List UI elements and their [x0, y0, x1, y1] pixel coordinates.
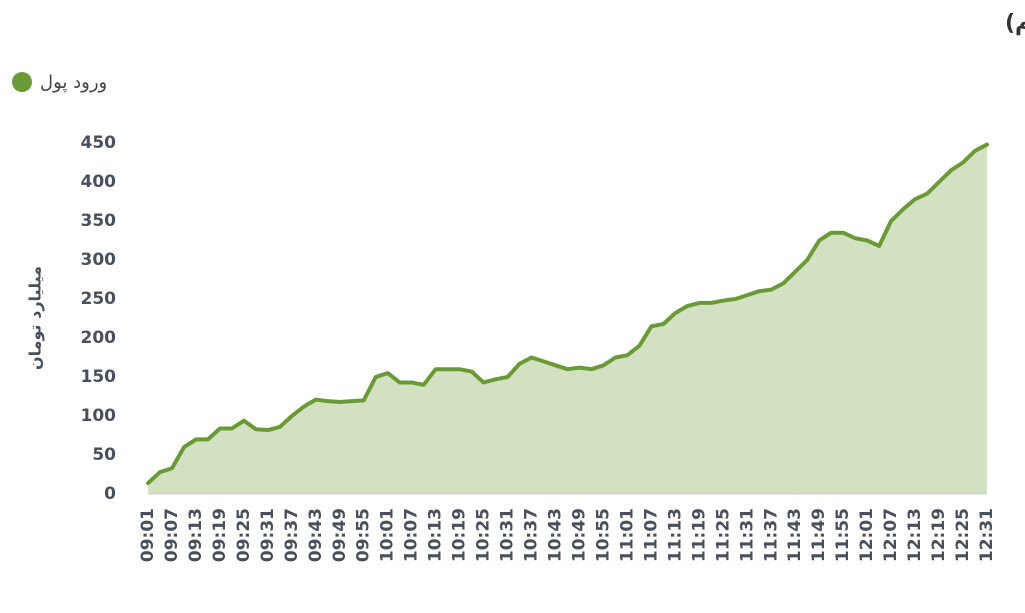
chart-title: روند تغییر مالکیت حقیقی (سهام و حق تقدم)	[1005, 11, 1025, 36]
x-tick-label: 10:37	[522, 508, 542, 562]
x-tick-label: 09:43	[306, 508, 326, 562]
x-tick-label: 09:31	[258, 508, 278, 562]
x-tick-label: 11:37	[761, 508, 781, 562]
x-tick-label: 09:25	[234, 508, 254, 562]
x-tick-label: 11:07	[641, 508, 661, 562]
x-tick-label: 11:13	[665, 508, 685, 562]
x-tick-label: 12:31	[977, 508, 997, 562]
y-tick-label: 150	[81, 367, 117, 387]
x-tick-label: 10:13	[426, 508, 446, 562]
x-tick-label: 12:01	[857, 508, 877, 562]
y-tick-label: 350	[81, 211, 117, 231]
x-tick-label: 12:07	[881, 508, 901, 562]
x-tick-label: 10:43	[546, 508, 566, 562]
x-tick-label: 09:01	[138, 508, 158, 562]
y-tick-label: 300	[81, 250, 117, 270]
legend-marker	[12, 72, 32, 92]
x-tick-label: 11:19	[689, 508, 709, 562]
x-tick-label: 10:19	[450, 508, 470, 562]
y-tick-label: 100	[81, 406, 117, 426]
x-tick-label: 11:01	[617, 508, 637, 562]
x-tick-label: 10:25	[474, 508, 494, 562]
legend-label: ورود پول	[40, 72, 107, 93]
x-tick-label: 09:37	[282, 508, 302, 562]
x-tick-label: 10:49	[569, 508, 589, 562]
area	[148, 144, 987, 494]
line	[146, 142, 989, 486]
y-axis-label: میلیارد تومان	[26, 266, 45, 370]
x-tick-label: 11:49	[809, 508, 829, 562]
x-tick-label: 11:43	[785, 508, 805, 562]
x-tick-label: 12:19	[929, 508, 949, 562]
x-tick-label: 12:25	[953, 508, 973, 562]
x-tick-label: 10:07	[402, 508, 422, 562]
x-tick-label: 10:55	[593, 508, 613, 562]
x-tick-label: 09:55	[354, 508, 374, 562]
y-tick-label: 200	[81, 328, 117, 348]
x-tick-label: 10:01	[378, 508, 398, 562]
y-tick-label: 50	[92, 445, 116, 465]
x-tick-label: 09:13	[186, 508, 206, 562]
x-tick-label: 12:13	[905, 508, 925, 562]
x-tick-label: 11:25	[713, 508, 733, 562]
y-tick-label: 250	[81, 289, 117, 309]
x-tick-label: 11:31	[737, 508, 757, 562]
y-tick-label: 0	[104, 484, 116, 504]
y-tick-label: 400	[81, 172, 117, 192]
x-tick-label: 09:49	[330, 508, 350, 562]
x-tick-label: 11:55	[833, 508, 853, 562]
x-tick-label: 10:31	[498, 508, 518, 562]
x-tick-label: 09:07	[162, 508, 182, 562]
x-tick-label: 09:19	[210, 508, 230, 562]
y-tick-label: 450	[81, 133, 117, 153]
